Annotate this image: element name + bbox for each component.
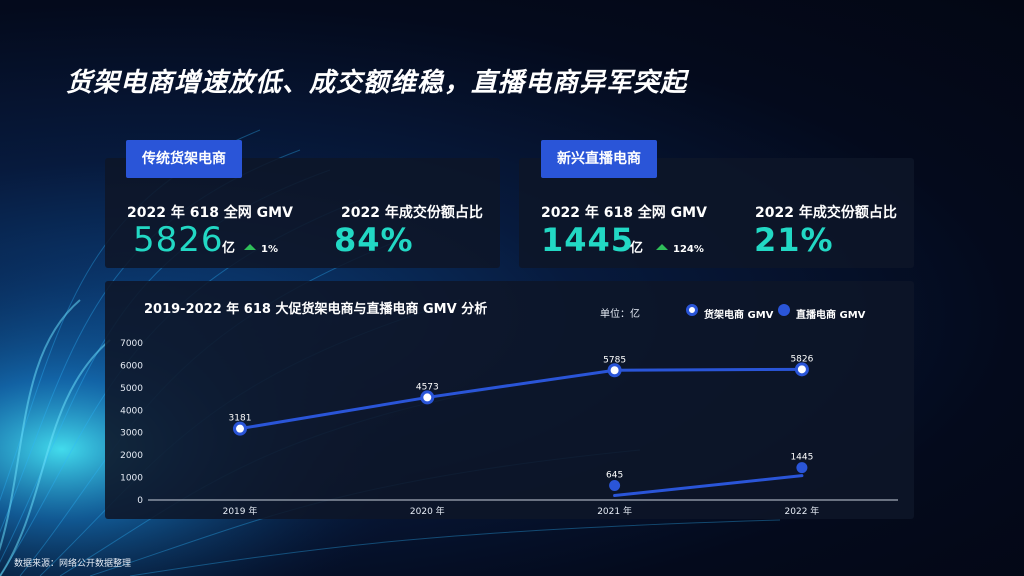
traditional-growth: 1%	[261, 244, 278, 255]
traditional-growth-up-icon	[244, 244, 256, 250]
data-label-live: 1445	[790, 453, 813, 463]
data-point-shelf	[420, 390, 435, 405]
series-line-live	[613, 474, 804, 498]
data-point-shelf	[794, 362, 809, 377]
data-label-shelf: 5826	[790, 354, 813, 364]
series-line-shelf	[238, 367, 804, 431]
legend-label-live: 直播电商 GMV	[796, 310, 866, 321]
legend-marker-outline	[686, 304, 698, 316]
live-tag: 新兴直播电商	[541, 140, 657, 178]
y-tick-label: 4000	[120, 406, 143, 416]
live-share-label: 2022 年成交份额占比	[755, 205, 897, 221]
traditional-gmv-unit: 亿	[222, 241, 236, 256]
traditional-gmv-value: 5826	[133, 220, 224, 260]
legend-marker-solid	[778, 304, 790, 316]
traditional-share-value: 84%	[334, 221, 414, 259]
live-gmv-value: 1445	[541, 221, 635, 259]
data-label-shelf: 3181	[229, 414, 252, 424]
data-label-shelf: 4573	[416, 382, 439, 392]
live-gmv-unit: 亿	[630, 241, 644, 256]
chart-unit-label: 单位：亿	[600, 309, 640, 320]
y-tick-label: 7000	[120, 339, 143, 349]
live-growth-up-icon	[656, 244, 668, 250]
data-label-shelf: 5785	[603, 355, 626, 365]
x-tick-label: 2020 年	[410, 505, 445, 517]
live-growth: 124%	[673, 244, 704, 255]
y-tick-label: 5000	[120, 384, 143, 394]
live-gmv-label: 2022 年 618 全网 GMV	[541, 205, 707, 221]
traditional-gmv-label: 2022 年 618 全网 GMV	[127, 205, 293, 221]
x-tick-label: 2022 年	[785, 505, 820, 517]
traditional-tag: 传统货架电商	[126, 140, 242, 178]
data-point-shelf	[607, 363, 622, 378]
traditional-share-label: 2022 年成交份额占比	[341, 205, 483, 221]
legend-label-shelf: 货架电商 GMV	[704, 310, 774, 321]
data-source-note: 数据来源：网络公开数据整理	[14, 559, 132, 569]
data-label-live: 645	[606, 471, 623, 481]
chart-title: 2019-2022 年 618 大促货架电商与直播电商 GMV 分析	[144, 302, 488, 317]
x-tick-label: 2021 年	[597, 505, 632, 517]
x-tick-label: 2019 年	[223, 505, 258, 517]
y-tick-label: 3000	[120, 429, 143, 439]
data-point-shelf	[233, 421, 247, 436]
y-tick-label: 6000	[120, 361, 143, 371]
y-tick-label: 2000	[120, 451, 143, 461]
y-tick-label: 1000	[120, 474, 143, 484]
data-point-live	[796, 462, 808, 474]
page-title: 货架电商增速放低、成交额维稳，直播电商异军突起	[66, 68, 688, 98]
live-share-value: 21%	[754, 221, 834, 259]
y-tick-label: 0	[137, 496, 143, 506]
data-point-live	[609, 480, 621, 492]
